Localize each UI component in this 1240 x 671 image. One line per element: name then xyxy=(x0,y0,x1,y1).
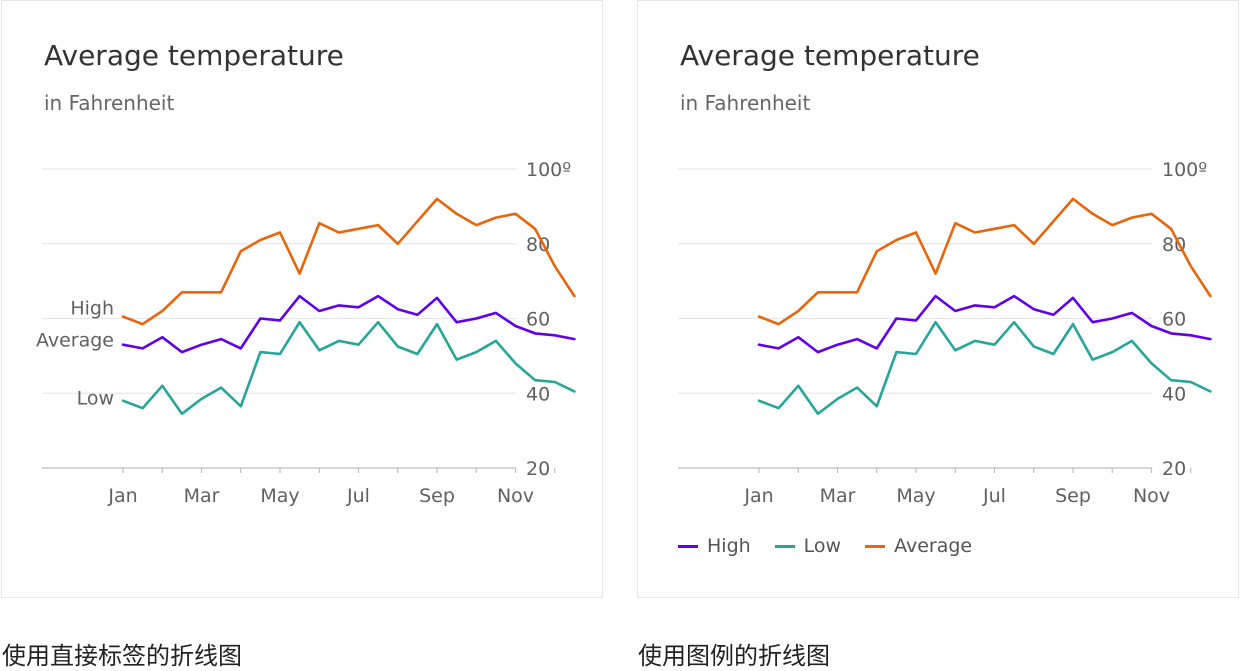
legend-item-average: Average xyxy=(865,535,972,557)
legend-label: Low xyxy=(804,535,841,557)
y-tick-label: 40 xyxy=(526,383,550,405)
x-tick-label: Sep xyxy=(419,485,455,507)
y-tick-label: 60 xyxy=(526,309,550,331)
x-tick-label: Sep xyxy=(1055,485,1091,507)
x-tick-label: Jan xyxy=(743,485,773,507)
x-tick-label: Jan xyxy=(107,485,137,507)
y-tick-label: 20 xyxy=(526,458,550,480)
legend-item-low: Low xyxy=(775,535,841,557)
y-tick-label: 40 xyxy=(1162,383,1186,405)
y-tick-label: 100º xyxy=(1162,159,1207,181)
legend-swatch xyxy=(678,545,698,548)
direct-label-high: High xyxy=(70,298,114,320)
x-tick-label: May xyxy=(896,485,935,507)
chart-legend: High Low Average xyxy=(678,535,996,557)
legend-item-high: High xyxy=(678,535,751,557)
x-tick-label: Jul xyxy=(346,485,370,507)
legend-swatch xyxy=(775,545,795,548)
legend-label: Average xyxy=(894,535,972,557)
legend-swatch xyxy=(865,545,885,548)
y-tick-label: 100º xyxy=(526,159,571,181)
x-tick-label: Jul xyxy=(982,485,1006,507)
y-tick-label: 60 xyxy=(1162,309,1186,331)
series-line-low xyxy=(123,322,574,414)
series-line-low xyxy=(759,322,1210,414)
x-tick-label: Mar xyxy=(184,485,220,507)
y-tick-label: 20 xyxy=(1162,458,1186,480)
x-tick-label: May xyxy=(260,485,299,507)
x-tick-label: Mar xyxy=(820,485,856,507)
x-tick-label: Nov xyxy=(1133,485,1170,507)
legend-label: High xyxy=(707,535,751,557)
x-tick-label: Nov xyxy=(497,485,534,507)
direct-label-average: Average xyxy=(36,330,114,352)
direct-label-low: Low xyxy=(77,388,114,410)
